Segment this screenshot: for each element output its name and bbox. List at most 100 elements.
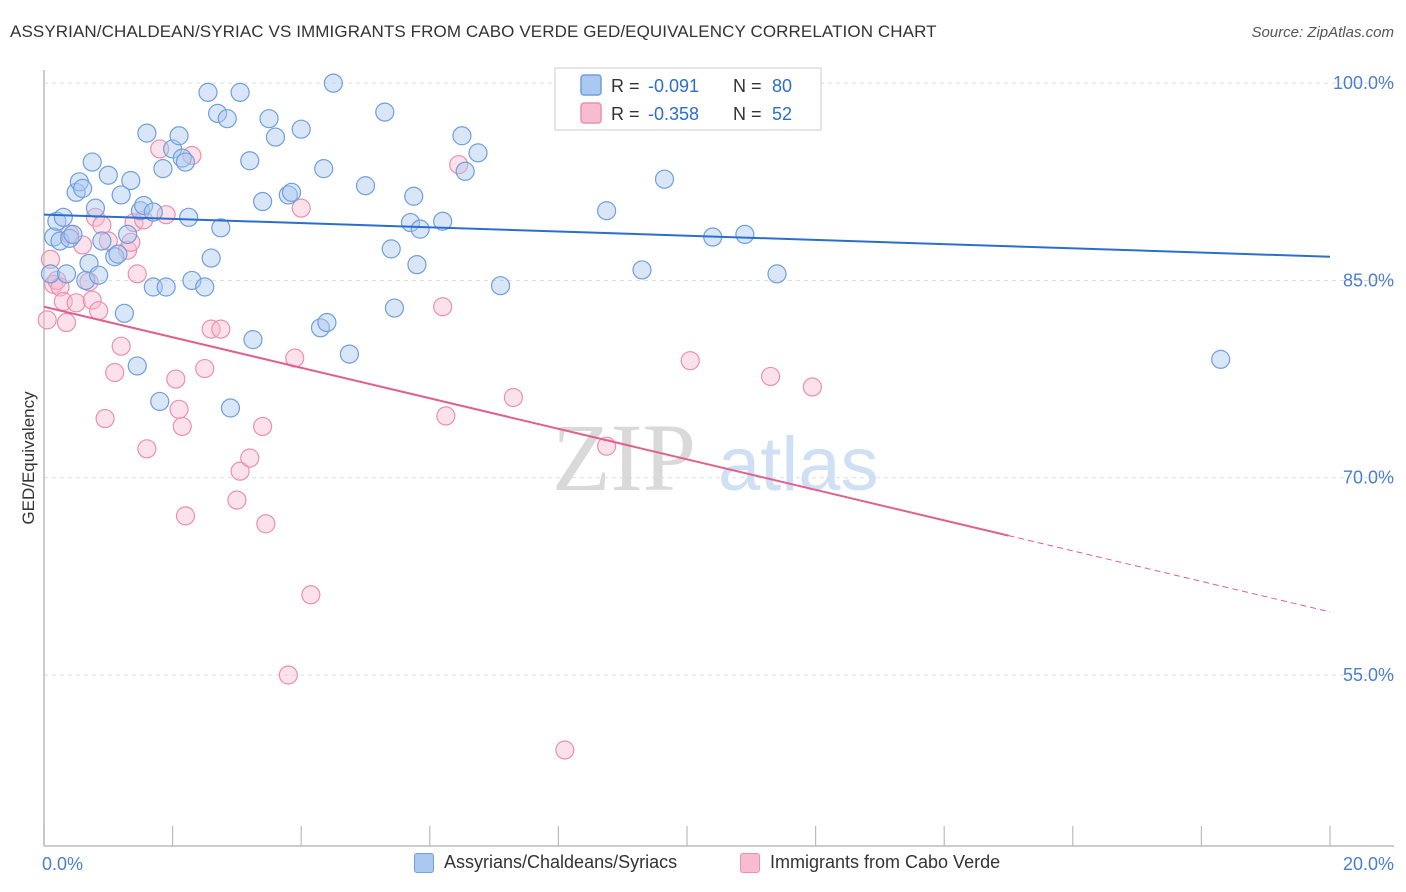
legend-top: R = -0.091 N = 80 R = -0.358 N = 52 <box>554 67 822 131</box>
point-cabo-verde-11 <box>82 290 102 310</box>
trend-line-assyrians <box>43 213 1331 258</box>
legend-n-label-2: N = <box>733 104 762 124</box>
point-assyrians-75 <box>654 169 675 189</box>
point-assyrians-74 <box>632 260 652 280</box>
legend-label-assyrians: Assyrians/Chaldeans/Syriacs <box>444 852 678 872</box>
legend-bottom: Assyrians/Chaldeans/Syriacs Immigrants f… <box>0 852 1406 880</box>
point-cabo-verde-15 <box>95 408 115 429</box>
point-assyrians-48 <box>243 330 263 350</box>
point-assyrians-56 <box>314 159 334 179</box>
point-assyrians-15 <box>89 265 109 285</box>
point-cabo-verde-29 <box>172 416 192 437</box>
chart-title: ASSYRIAN/CHALDEAN/SYRIAC VS IMMIGRANTS F… <box>10 22 937 41</box>
point-assyrians-52 <box>278 185 298 205</box>
legend-swatch-pink <box>580 102 602 124</box>
point-assyrians-47 <box>240 151 260 171</box>
point-cabo-verde-43 <box>301 585 321 605</box>
point-assyrians-73 <box>597 201 617 221</box>
point-assyrians-7 <box>63 224 83 245</box>
point-assyrians-70 <box>455 161 475 181</box>
point-assyrians-62 <box>381 239 401 259</box>
point-assyrians-78 <box>767 264 787 284</box>
point-cabo-verde-33 <box>201 319 221 339</box>
y-tick-label-0: 100.0% <box>1333 73 1394 93</box>
trend-line-cabo-verde-extension <box>1008 535 1331 613</box>
point-assyrians-5 <box>56 264 77 284</box>
point-assyrians-10 <box>72 178 93 198</box>
legend-swatch-assyrians <box>414 852 434 873</box>
point-cabo-verde-50 <box>680 351 700 371</box>
point-assyrians-40 <box>198 82 218 102</box>
trend-line-cabo-verde <box>43 305 1009 537</box>
point-assyrians-58 <box>323 73 343 93</box>
point-cabo-verde-35 <box>227 490 247 510</box>
legend-n-value-2: 52 <box>772 104 792 124</box>
point-assyrians-55 <box>310 318 331 338</box>
point-assyrians-69 <box>452 126 472 146</box>
x-tick-label-1: 20.0% <box>1343 854 1394 874</box>
y-axis-label: GED/Equivalency <box>19 391 38 525</box>
legend-n-value-1: 80 <box>772 76 792 96</box>
x-tick-label-0: 0.0% <box>42 854 83 874</box>
point-cabo-verde-40 <box>278 665 298 685</box>
point-assyrians-68 <box>433 211 453 231</box>
legend-item-cabo-verde: Immigrants from Cabo Verde <box>740 852 1000 873</box>
legend-item-assyrians: Assyrians/Chaldeans/Syriacs <box>414 852 677 873</box>
point-cabo-verde-39 <box>256 514 276 534</box>
grid-lines <box>44 82 1394 676</box>
point-assyrians-65 <box>404 186 424 206</box>
point-assyrians-50 <box>259 109 279 129</box>
point-assyrians-60 <box>355 176 376 196</box>
point-cabo-verde-22 <box>127 264 147 284</box>
series-assyrians <box>40 73 1231 418</box>
point-cabo-verde-0 <box>37 310 57 330</box>
point-assyrians-31 <box>153 159 173 179</box>
point-assyrians-37 <box>179 207 199 227</box>
point-cabo-verde-48 <box>555 740 575 760</box>
point-assyrians-45 <box>220 398 241 418</box>
watermark: ZIP atlas <box>552 404 879 511</box>
point-assyrians-36 <box>175 152 196 172</box>
point-assyrians-28 <box>143 202 163 222</box>
legend-r-label-2: R = <box>611 104 640 124</box>
point-assyrians-32 <box>156 277 176 297</box>
point-assyrians-71 <box>468 143 488 163</box>
legend-swatch-blue <box>580 74 602 96</box>
y-tick-label-2: 70.0% <box>1343 468 1394 488</box>
point-assyrians-4 <box>53 207 73 227</box>
point-assyrians-23 <box>121 170 141 191</box>
point-assyrians-49 <box>253 191 273 212</box>
point-cabo-verde-17 <box>105 362 125 383</box>
legend-label-cabo-verde: Immigrants from Cabo Verde <box>770 852 1001 872</box>
point-assyrians-27 <box>137 123 157 143</box>
point-assyrians-79 <box>1211 349 1231 369</box>
point-assyrians-63 <box>384 298 405 318</box>
legend-swatch-cabo-verde <box>740 852 760 873</box>
point-assyrians-44 <box>217 109 237 129</box>
point-assyrians-22 <box>117 224 138 245</box>
point-assyrians-51 <box>265 127 286 147</box>
point-assyrians-26 <box>134 195 154 216</box>
point-assyrians-59 <box>339 344 360 364</box>
point-cabo-verde-28 <box>169 399 189 419</box>
point-cabo-verde-1 <box>40 249 61 269</box>
point-assyrians-0 <box>40 264 61 284</box>
point-assyrians-14 <box>85 198 106 218</box>
point-assyrians-54 <box>291 119 311 139</box>
point-cabo-verde-36 <box>230 461 250 481</box>
point-assyrians-41 <box>201 248 221 268</box>
point-assyrians-17 <box>98 165 118 185</box>
point-assyrians-66 <box>407 255 427 275</box>
point-cabo-verde-8 <box>66 293 86 313</box>
point-cabo-verde-18 <box>111 336 131 356</box>
point-assyrians-43 <box>211 218 231 238</box>
point-cabo-verde-45 <box>436 406 456 426</box>
axes <box>43 70 1394 847</box>
point-cabo-verde-32 <box>195 358 215 379</box>
point-assyrians-53 <box>281 182 302 202</box>
point-cabo-verde-51 <box>760 366 781 387</box>
point-assyrians-19 <box>108 244 128 264</box>
tick-labels: 100.0% 85.0% 70.0% 55.0% 0.0% 20.0% <box>42 73 1394 874</box>
legend-r-value-1: -0.091 <box>648 76 699 96</box>
